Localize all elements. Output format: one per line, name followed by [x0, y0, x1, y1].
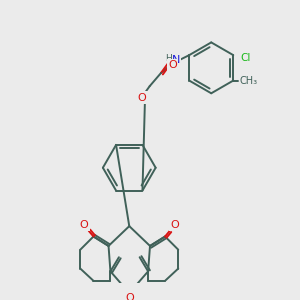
Text: O: O: [168, 61, 177, 70]
Text: O: O: [170, 220, 179, 230]
Text: CH₃: CH₃: [240, 76, 258, 85]
Text: O: O: [80, 220, 88, 230]
Text: H: H: [165, 54, 172, 63]
Text: N: N: [172, 55, 180, 65]
Text: O: O: [125, 293, 134, 300]
Text: O: O: [138, 92, 146, 103]
Text: Cl: Cl: [241, 53, 251, 63]
